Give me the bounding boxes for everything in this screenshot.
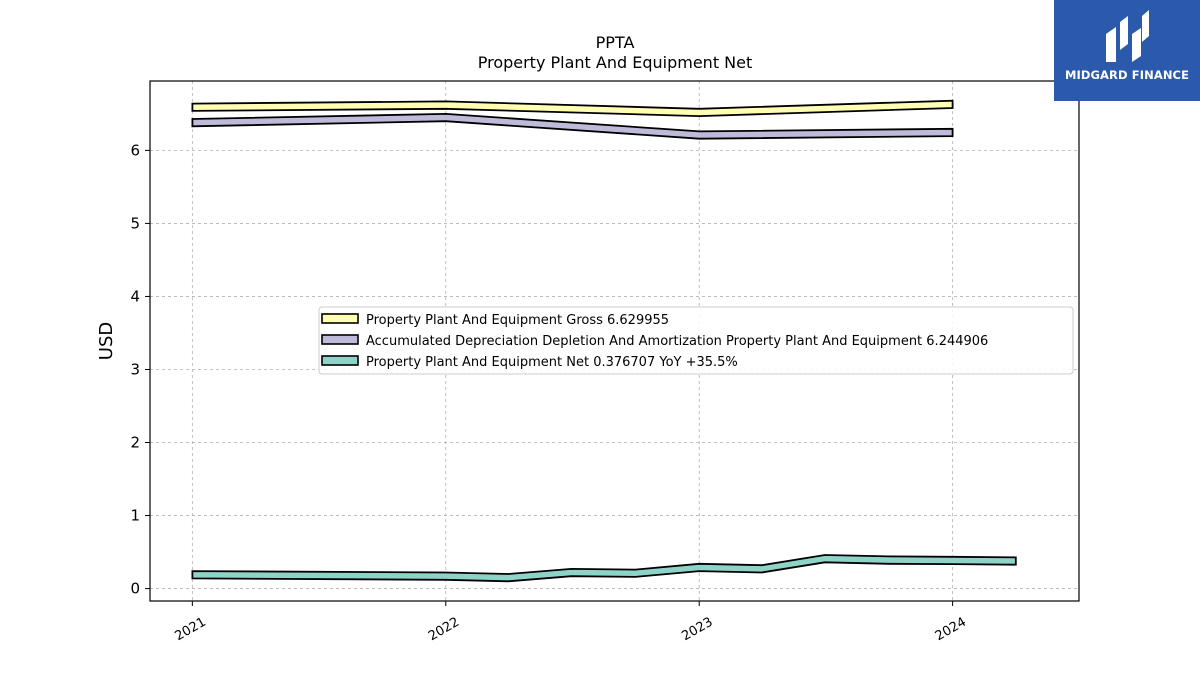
legend-swatch [321, 313, 359, 324]
series-band-1 [191, 99, 954, 118]
y-tick-label: 0 [130, 580, 140, 598]
series-band-2 [191, 112, 954, 140]
chart-subtitle: Property Plant And Equipment Net [478, 53, 753, 72]
y-axis-label: USD [96, 322, 117, 360]
x-tick-label: 2023 [679, 615, 715, 645]
y-tick-label: 3 [130, 360, 140, 378]
legend-swatch [321, 334, 359, 345]
legend-box [318, 306, 1074, 375]
series-layer [191, 99, 1017, 583]
midgard-finance-logo: MIDGARD FINANCE [1054, 0, 1200, 101]
axis-ticks: 0 1 2 3 4 5 6 2021 2022 2023 2024 [130, 141, 969, 644]
legend-label: Property Plant And Equipment Net 0.37670… [366, 355, 738, 370]
chart-title: PPTA [596, 33, 635, 52]
logo-text: MIDGARD FINANCE [1064, 68, 1190, 82]
y-tick-label: 2 [130, 434, 140, 452]
y-tick-label: 1 [130, 507, 140, 525]
y-tick-label: 5 [130, 214, 140, 232]
legend-label: Property Plant And Equipment Gross 6.629… [366, 313, 669, 328]
y-tick-label: 4 [130, 287, 140, 305]
plot-frame [149, 80, 1080, 602]
series-band-3 [191, 554, 1017, 583]
x-tick-label: 2021 [173, 615, 209, 645]
x-tick-label: 2024 [933, 615, 969, 645]
legend-label: Accumulated Depreciation Depletion And A… [366, 334, 988, 349]
legend: Property Plant And Equipment Gross 6.629… [318, 306, 1074, 375]
x-tick-label: 2022 [426, 615, 462, 645]
legend-swatch [321, 355, 359, 366]
logo-mark-icon [1106, 10, 1149, 62]
y-tick-label: 6 [130, 141, 140, 159]
